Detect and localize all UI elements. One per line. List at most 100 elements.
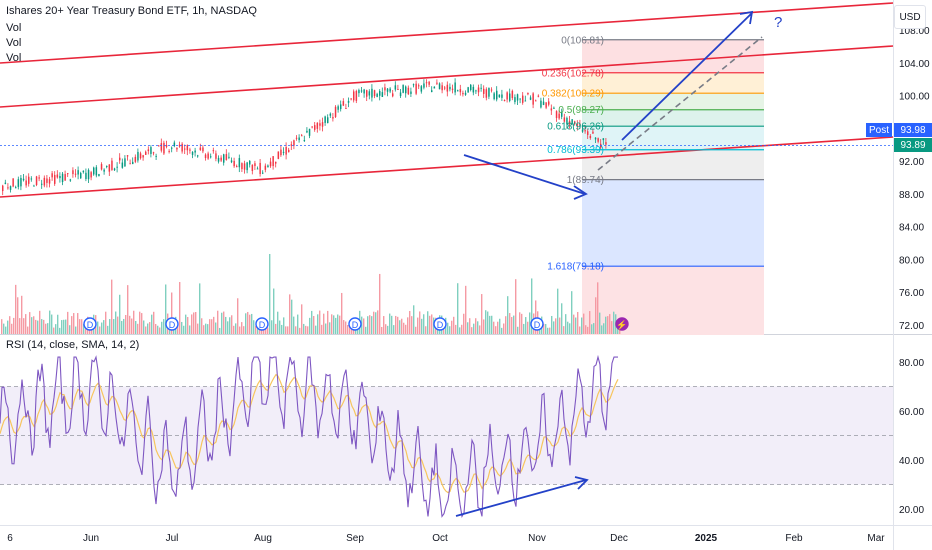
candle-body bbox=[256, 168, 259, 170]
time-tick-label: Mar bbox=[867, 533, 885, 544]
candle-body bbox=[249, 160, 251, 165]
volume-bar bbox=[301, 304, 303, 334]
candle-body bbox=[301, 135, 303, 137]
volume-bar bbox=[145, 326, 147, 334]
volume-bar bbox=[499, 318, 501, 334]
volume-bar bbox=[571, 291, 573, 334]
volume-bar bbox=[279, 320, 281, 334]
candle-body bbox=[345, 108, 347, 110]
volume-bar bbox=[195, 312, 197, 334]
volume-bar bbox=[147, 323, 149, 334]
volume-bar bbox=[427, 311, 429, 334]
fib-level-label: 1.618(79.18) bbox=[547, 262, 604, 273]
vol-label-3[interactable]: Vol bbox=[6, 52, 22, 64]
candle-body bbox=[64, 174, 66, 181]
volume-bar bbox=[377, 310, 379, 334]
volume-bar bbox=[153, 311, 155, 334]
candle-body bbox=[428, 81, 430, 85]
volume-bar bbox=[339, 315, 341, 334]
candle-body bbox=[119, 157, 121, 161]
volume-bar bbox=[505, 316, 507, 334]
volume-bar bbox=[467, 322, 469, 334]
volume-bar bbox=[343, 320, 345, 334]
volume-bar bbox=[551, 315, 553, 334]
candle-body bbox=[316, 122, 319, 129]
volume-bar bbox=[495, 326, 497, 334]
candle-body bbox=[574, 121, 576, 125]
candle-body bbox=[108, 164, 111, 172]
volume-bar bbox=[123, 318, 125, 334]
candle-body bbox=[449, 86, 451, 90]
volume-bar bbox=[417, 317, 419, 334]
currency-button[interactable]: USD bbox=[894, 5, 926, 29]
volume-bar bbox=[121, 320, 123, 334]
volume-bar bbox=[11, 323, 13, 334]
candle-body bbox=[418, 85, 420, 87]
candle-body bbox=[267, 165, 269, 168]
candle-body bbox=[95, 167, 98, 176]
chart-title: Ishares 20+ Year Treasury Bond ETF, 1h, … bbox=[6, 5, 257, 17]
volume-bar bbox=[609, 314, 611, 334]
time-tick-label: 6 bbox=[7, 533, 13, 544]
volume-bar bbox=[419, 311, 421, 334]
candle-body bbox=[142, 155, 144, 158]
volume-bar bbox=[237, 298, 239, 334]
candle-body bbox=[340, 104, 342, 110]
volume-bar bbox=[509, 313, 511, 334]
volume-bar bbox=[579, 326, 581, 334]
candle-body bbox=[228, 156, 230, 158]
vol-label-1[interactable]: Vol bbox=[6, 22, 22, 34]
volume-bar bbox=[383, 316, 385, 334]
post-badge bbox=[866, 123, 892, 137]
candle-body bbox=[56, 174, 59, 178]
vol-label-2[interactable]: Vol bbox=[6, 37, 22, 49]
price-tick-label: 92.00 bbox=[899, 157, 924, 168]
volume-bar bbox=[271, 320, 273, 334]
volume-bar bbox=[547, 327, 549, 334]
candle-body bbox=[477, 87, 480, 93]
candle-body bbox=[537, 95, 540, 97]
volume-bar bbox=[53, 327, 55, 334]
volume-bar bbox=[307, 326, 309, 334]
candle-body bbox=[314, 125, 316, 130]
candle-body bbox=[579, 123, 581, 127]
volume-bar bbox=[329, 322, 331, 334]
volume-bar bbox=[411, 316, 413, 334]
volume-bar bbox=[243, 326, 245, 334]
volume-bar bbox=[455, 324, 457, 334]
candle-body bbox=[236, 166, 238, 168]
post-badge-label: Post bbox=[869, 125, 889, 136]
volume-bar bbox=[469, 318, 471, 334]
candle-body bbox=[233, 160, 235, 167]
candle-body bbox=[194, 150, 196, 153]
candle-body bbox=[7, 187, 9, 189]
volume-bar bbox=[587, 326, 589, 334]
candle-body bbox=[472, 86, 475, 93]
projection-arrows: ? bbox=[463, 10, 782, 200]
volume-bar bbox=[277, 311, 279, 334]
volume-bar bbox=[395, 315, 397, 334]
volume-bar bbox=[41, 319, 43, 334]
rsi-tick-label: 40.00 bbox=[899, 456, 924, 467]
volume-bar bbox=[97, 321, 99, 334]
volume-bar bbox=[101, 322, 103, 334]
candle-body bbox=[373, 90, 376, 97]
rsi-title[interactable]: RSI (14, close, SMA, 14, 2) bbox=[6, 339, 140, 351]
volume-bar bbox=[229, 317, 231, 334]
candle-body bbox=[269, 161, 272, 167]
candle-body bbox=[93, 167, 95, 175]
volume-bar bbox=[365, 326, 367, 334]
candle-body bbox=[158, 145, 160, 147]
volume-bar bbox=[447, 322, 449, 334]
candle-body bbox=[485, 89, 488, 98]
candle-body bbox=[116, 166, 118, 168]
volume-bar bbox=[129, 315, 131, 334]
candle-body bbox=[493, 93, 495, 100]
fib-zone bbox=[582, 126, 764, 150]
volume-bar bbox=[199, 283, 201, 334]
volume-bar bbox=[423, 314, 425, 334]
volume-bar bbox=[149, 322, 151, 334]
volume-bar bbox=[105, 311, 107, 334]
candle-body bbox=[33, 185, 35, 187]
